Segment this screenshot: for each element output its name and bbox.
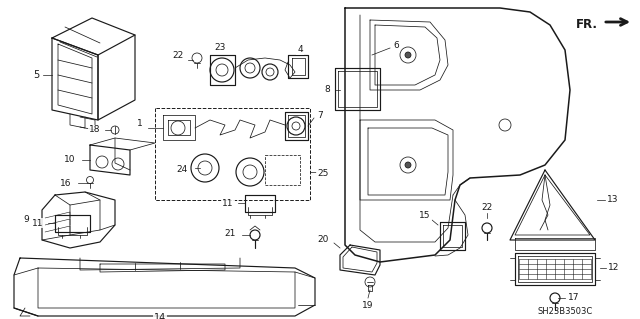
Text: 22: 22 <box>481 204 493 212</box>
Text: 19: 19 <box>362 300 374 309</box>
Circle shape <box>405 52 411 58</box>
Circle shape <box>405 162 411 168</box>
Text: SH23B3503C: SH23B3503C <box>538 308 593 316</box>
Text: 16: 16 <box>60 179 72 188</box>
Text: 11: 11 <box>222 198 234 207</box>
Text: 6: 6 <box>393 41 399 50</box>
Text: 11: 11 <box>32 219 44 227</box>
Text: 1: 1 <box>137 120 143 129</box>
Text: 4: 4 <box>297 46 303 55</box>
Text: 10: 10 <box>64 155 76 165</box>
Text: 23: 23 <box>214 43 226 53</box>
Text: 24: 24 <box>177 166 188 174</box>
Text: 9: 9 <box>23 216 29 225</box>
Text: 12: 12 <box>608 263 620 272</box>
Text: 22: 22 <box>172 51 184 61</box>
Text: 5: 5 <box>33 70 39 80</box>
Text: 7: 7 <box>317 110 323 120</box>
Text: 13: 13 <box>607 196 619 204</box>
Text: 25: 25 <box>317 169 329 179</box>
Text: 8: 8 <box>324 85 330 94</box>
Text: 15: 15 <box>419 211 431 220</box>
Text: FR.: FR. <box>576 18 598 31</box>
Text: 20: 20 <box>317 235 329 244</box>
Text: 17: 17 <box>568 293 580 302</box>
Text: 21: 21 <box>224 228 236 238</box>
Text: 14: 14 <box>154 313 166 319</box>
Text: 18: 18 <box>89 125 100 135</box>
